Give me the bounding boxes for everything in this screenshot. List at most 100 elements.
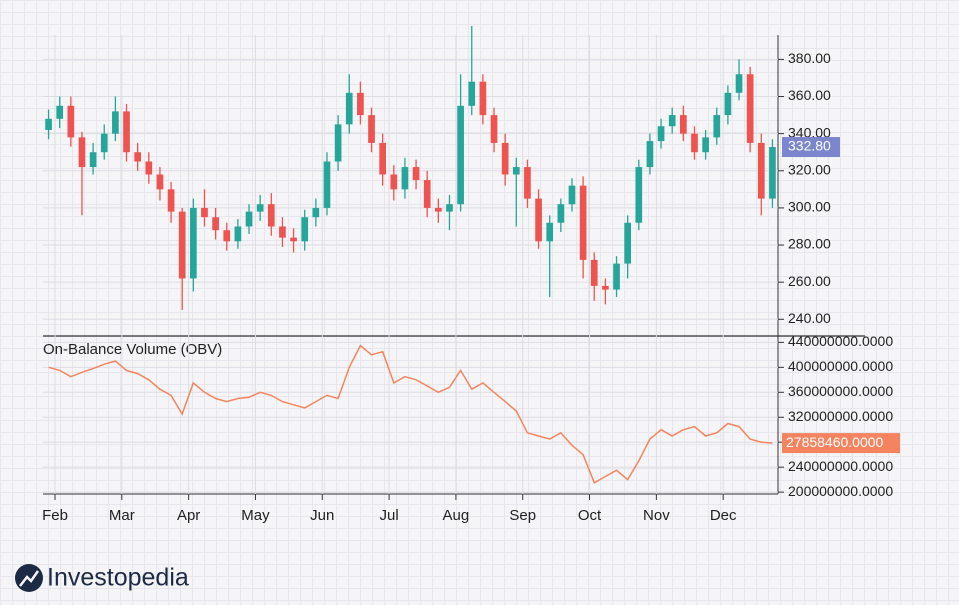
- candle-body: [635, 167, 643, 223]
- candle-body: [178, 211, 186, 279]
- candle-body: [345, 92, 353, 125]
- candle-body: [190, 207, 197, 279]
- y-tick-label: 280.00: [788, 236, 831, 252]
- obv-title: On-Balance Volume (OBV): [43, 341, 222, 358]
- candle-body: [234, 226, 242, 242]
- y-tick-label: 240000000.0000: [788, 458, 893, 474]
- candle-body: [290, 237, 297, 242]
- candle-body: [267, 204, 275, 227]
- candle-body: [557, 204, 565, 223]
- candle-body: [757, 142, 765, 199]
- x-tick-label: Feb: [42, 507, 68, 524]
- candle-body: [490, 115, 498, 143]
- y-tick-label: 360.00: [788, 87, 831, 103]
- candle-body: [45, 118, 52, 130]
- candle-body: [457, 105, 464, 205]
- candle-body: [613, 263, 620, 290]
- x-tick-label: Jun: [310, 507, 334, 524]
- candle-body: [524, 167, 531, 199]
- candle-body: [112, 111, 119, 134]
- y-tick-label: 300.00: [788, 199, 831, 215]
- x-tick-label: Sep: [509, 507, 536, 524]
- candle-body: [479, 81, 487, 116]
- x-tick-label: Dec: [710, 507, 737, 524]
- candle-body: [100, 133, 108, 153]
- candle-body: [512, 167, 520, 175]
- x-tick-label: Oct: [578, 507, 602, 524]
- x-tick-label: Jul: [379, 507, 398, 524]
- brand-name: Investopedia: [47, 564, 189, 592]
- last-value-tag: [782, 433, 900, 454]
- candle-body: [223, 230, 231, 242]
- candle-body: [624, 222, 631, 264]
- candle-body: [301, 217, 309, 242]
- candle-body: [279, 226, 286, 238]
- candle-body: [368, 115, 375, 143]
- candle-body: [390, 174, 398, 190]
- logo: Investopedia: [15, 564, 189, 592]
- candle-body: [334, 124, 342, 162]
- y-tick-label: 260.00: [788, 273, 831, 289]
- candle-body: [245, 211, 253, 227]
- candle-body: [212, 217, 219, 231]
- candle-body: [256, 204, 264, 212]
- candle-body: [401, 167, 409, 190]
- x-tick-label: May: [241, 507, 270, 524]
- candle-body: [657, 126, 665, 142]
- candle-body: [735, 74, 743, 93]
- candle-body: [323, 161, 331, 208]
- y-tick-label: 320.00: [788, 161, 831, 177]
- candle-body: [746, 74, 754, 143]
- y-tick-label: 320000000.0000: [788, 408, 893, 424]
- candle-body: [579, 185, 587, 260]
- candle-body: [501, 142, 509, 175]
- candle-body: [590, 259, 598, 286]
- x-tick-label: Mar: [109, 507, 135, 524]
- candle-body: [546, 222, 554, 242]
- candle-body: [56, 105, 64, 119]
- y-tick-label: 380.00: [788, 50, 831, 66]
- candle-body: [724, 92, 732, 116]
- candle-body: [201, 207, 208, 218]
- candle-body: [423, 180, 431, 208]
- candle-body: [602, 285, 609, 290]
- candle-body: [702, 137, 709, 153]
- candle-body: [535, 198, 542, 242]
- candle-body: [134, 152, 141, 162]
- candle-body: [713, 115, 721, 138]
- candle-body: [123, 111, 130, 153]
- candle-body: [67, 105, 75, 138]
- x-tick-label: Apr: [177, 507, 200, 524]
- candle-body: [156, 174, 164, 190]
- candle-body: [412, 167, 420, 181]
- candle-body: [312, 207, 320, 218]
- y-tick-label: 200000000.0000: [788, 483, 893, 499]
- candle-body: [668, 115, 676, 127]
- candle-body: [691, 133, 698, 153]
- y-tick-label: 340.00: [788, 124, 831, 140]
- obv-line: [48, 344, 773, 484]
- candle-body: [446, 204, 453, 212]
- candle-body: [435, 207, 442, 212]
- logo-mark: [19, 570, 40, 587]
- last-value-label: 27858460.0000: [786, 434, 884, 450]
- candle-body: [769, 147, 776, 199]
- y-tick-label: 440000000.0000: [788, 333, 893, 349]
- y-tick-label: 400000000.0000: [788, 358, 893, 374]
- candle-body: [78, 137, 86, 168]
- candle-body: [89, 152, 97, 168]
- last-price-tag: [782, 137, 840, 158]
- x-tick-label: Nov: [643, 507, 670, 524]
- candle-body: [167, 189, 175, 212]
- candle-body: [568, 185, 576, 205]
- y-tick-label: 240.00: [788, 310, 831, 326]
- candle-body: [680, 115, 687, 134]
- candle-body: [145, 161, 153, 175]
- candle-body: [357, 92, 364, 116]
- candle-body: [379, 142, 386, 175]
- y-tick-label: 360000000.0000: [788, 383, 893, 399]
- candle-body: [646, 141, 654, 168]
- x-tick-label: Aug: [443, 507, 470, 524]
- last-price-label: 332.80: [788, 138, 831, 154]
